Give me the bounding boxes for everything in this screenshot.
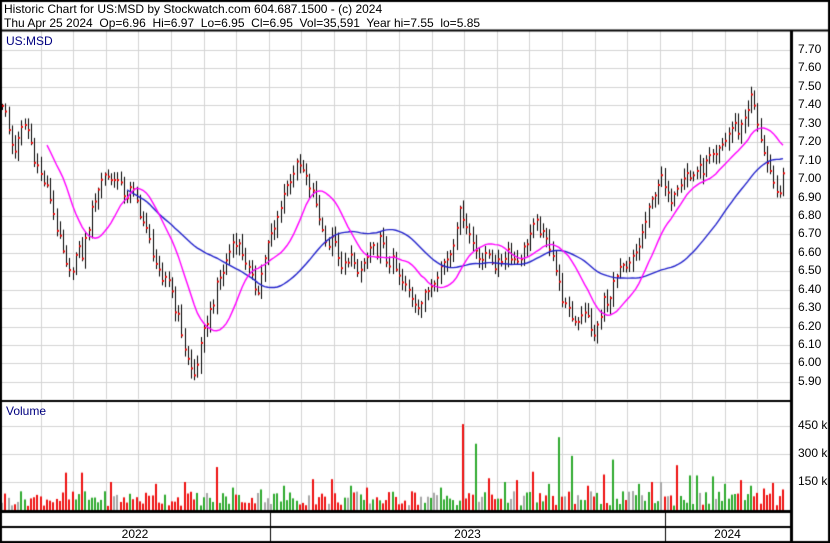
volume-panel-label: Volume — [6, 404, 47, 418]
year-label: 2022 — [121, 527, 149, 541]
price-axis-label: 7.60 — [798, 60, 822, 75]
price-axis-label: 7.10 — [798, 152, 822, 167]
price-axis-label: 5.90 — [798, 373, 822, 388]
volume-axis-label: 150 k — [798, 474, 828, 488]
quote-summary-line: Thu Apr 25 2024 Op=6.96 Hi=6.97 Lo=6.95 … — [4, 16, 481, 30]
price-axis-label: 6.50 — [798, 263, 822, 278]
price-axis-label: 7.00 — [798, 171, 822, 186]
price-axis-label: 7.40 — [798, 97, 822, 112]
price-axis-label: 6.40 — [798, 281, 822, 296]
price-axis-label: 6.10 — [798, 337, 822, 352]
price-axis-label: 6.30 — [798, 300, 822, 315]
price-axis-label: 6.70 — [798, 226, 822, 241]
price-axis-label: 7.50 — [798, 78, 822, 93]
price-axis-label: 6.80 — [798, 207, 822, 222]
volume-axis-label: 300 k — [798, 446, 828, 460]
price-axis-label: 7.70 — [798, 42, 822, 56]
price-axis-label: 7.20 — [798, 134, 822, 149]
price-axis-label: 7.30 — [798, 115, 822, 130]
price-axis-label: 6.20 — [798, 318, 822, 333]
volume-axis-label: 450 k — [798, 418, 828, 432]
price-axis-label: 6.00 — [798, 355, 822, 370]
price-axis-label: 6.60 — [798, 244, 822, 259]
chart-title: Historic Chart for US:MSD by Stockwatch.… — [4, 2, 383, 16]
symbol-label: US:MSD — [6, 34, 53, 48]
year-label: 2024 — [714, 527, 741, 541]
price-axis-label: 6.90 — [798, 189, 822, 204]
year-label: 2023 — [454, 527, 481, 541]
